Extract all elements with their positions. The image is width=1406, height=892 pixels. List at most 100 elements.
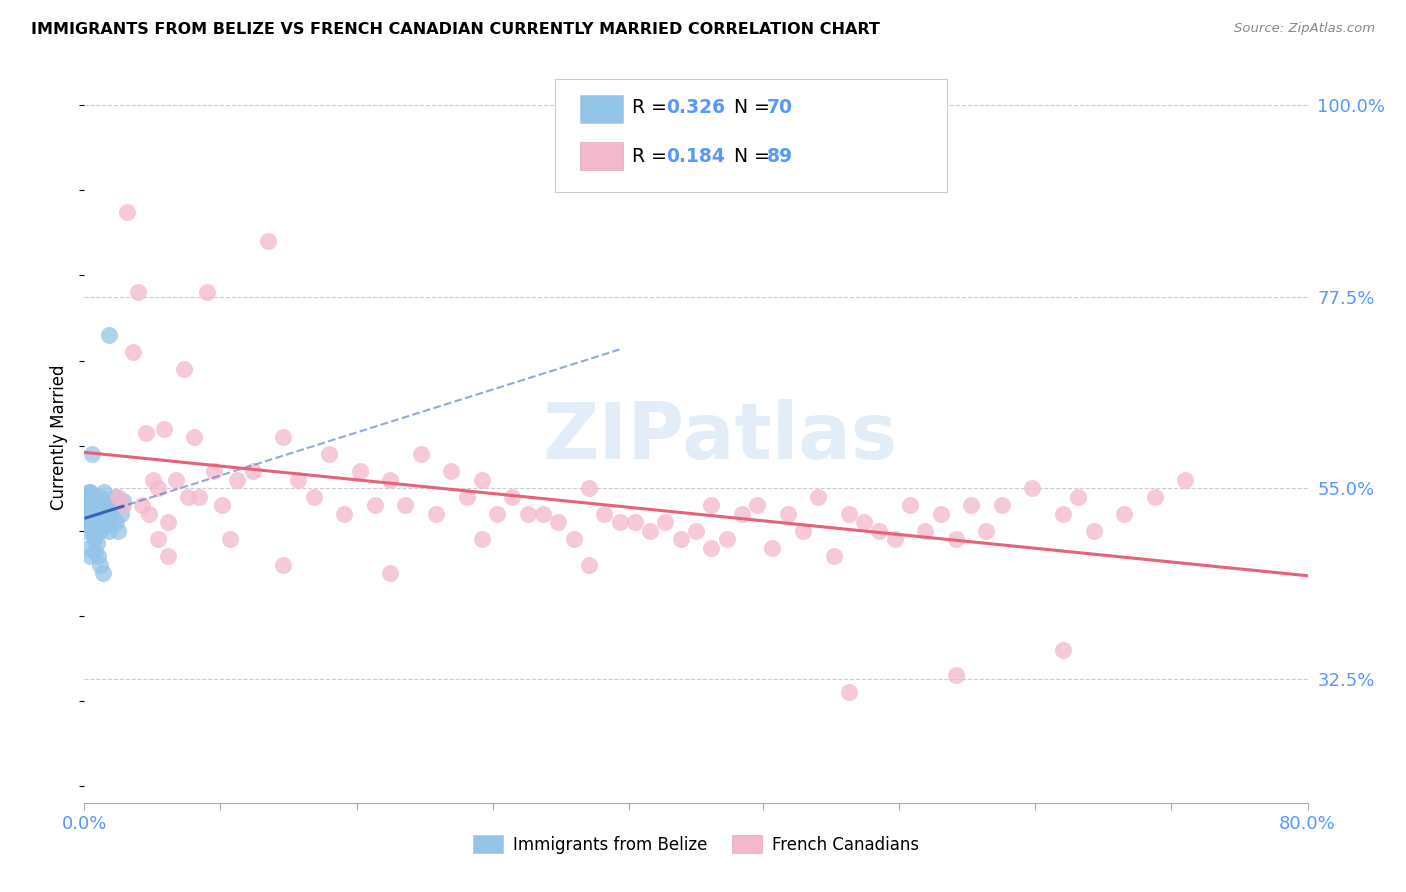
Point <box>90 511 112 525</box>
Point <box>87 494 110 508</box>
Text: 70: 70 <box>766 98 793 118</box>
Point <box>75 511 97 525</box>
Point <box>211 498 233 512</box>
Point <box>89 558 111 572</box>
Text: 0.326: 0.326 <box>666 98 725 118</box>
Point <box>578 558 600 572</box>
Point <box>700 498 723 512</box>
Point <box>333 507 356 521</box>
Point <box>188 490 211 504</box>
Point <box>638 524 661 538</box>
Point <box>122 345 145 359</box>
FancyBboxPatch shape <box>579 95 623 122</box>
Point <box>80 519 103 533</box>
Point <box>394 498 416 512</box>
Point <box>1021 481 1043 495</box>
Point <box>486 507 509 521</box>
Point <box>471 473 494 487</box>
Point <box>77 511 100 525</box>
Point <box>960 498 983 512</box>
Point <box>90 490 112 504</box>
Text: R =: R = <box>633 98 673 118</box>
Point <box>94 515 117 529</box>
Point <box>94 507 117 521</box>
Point <box>823 549 845 563</box>
Point <box>86 502 108 516</box>
Point <box>502 490 524 504</box>
Point <box>226 473 249 487</box>
Point <box>409 447 432 461</box>
Point <box>87 511 110 525</box>
Point <box>898 498 921 512</box>
Point <box>98 515 121 529</box>
Point <box>202 464 225 478</box>
Point <box>302 490 325 504</box>
Point <box>83 528 105 542</box>
Point <box>609 515 631 529</box>
Point <box>471 532 494 546</box>
Point <box>792 524 814 538</box>
Point <box>624 515 647 529</box>
Point <box>80 507 103 521</box>
Point <box>1052 642 1074 657</box>
Point <box>135 425 157 440</box>
Point <box>79 549 101 563</box>
Point <box>91 566 114 581</box>
Point <box>945 668 967 682</box>
Point <box>1174 473 1197 487</box>
Point <box>93 519 115 533</box>
Point <box>127 285 149 300</box>
Point <box>146 532 169 546</box>
Point <box>425 507 447 521</box>
Point <box>242 464 264 478</box>
Point <box>131 498 153 512</box>
Point <box>945 532 967 546</box>
Point <box>83 511 105 525</box>
Point <box>838 507 860 521</box>
Point <box>111 494 134 508</box>
Point <box>110 507 132 521</box>
Point <box>91 498 114 512</box>
Text: Source: ZipAtlas.com: Source: ZipAtlas.com <box>1234 22 1375 36</box>
Point <box>79 485 101 500</box>
Point <box>79 507 101 521</box>
Y-axis label: Currently Married: Currently Married <box>51 364 69 510</box>
Point <box>138 507 160 521</box>
Point <box>380 566 402 581</box>
Point <box>77 541 100 555</box>
Point <box>89 494 111 508</box>
Point <box>93 502 115 516</box>
Point <box>84 545 107 559</box>
Point <box>883 532 905 546</box>
Point <box>747 498 769 512</box>
Point <box>776 507 799 521</box>
Point <box>83 532 105 546</box>
Point <box>90 502 112 516</box>
Text: 89: 89 <box>766 146 793 166</box>
Point <box>761 541 783 555</box>
Point <box>685 524 707 538</box>
Point <box>562 532 585 546</box>
Point <box>1052 507 1074 521</box>
Point <box>87 519 110 533</box>
Point <box>177 490 200 504</box>
Point <box>547 515 569 529</box>
Point <box>111 498 134 512</box>
Point <box>79 515 101 529</box>
Point <box>456 490 478 504</box>
Point <box>165 473 187 487</box>
Point <box>991 498 1014 512</box>
Point <box>364 498 387 512</box>
Point <box>531 507 554 521</box>
Point <box>79 498 101 512</box>
Point <box>1067 490 1090 504</box>
Point <box>700 541 723 555</box>
Point <box>77 519 100 533</box>
Point <box>516 507 538 521</box>
Point <box>1114 507 1136 521</box>
Point <box>107 524 129 538</box>
Point <box>157 515 180 529</box>
Point <box>914 524 936 538</box>
Text: N =: N = <box>734 98 776 118</box>
Point <box>380 473 402 487</box>
